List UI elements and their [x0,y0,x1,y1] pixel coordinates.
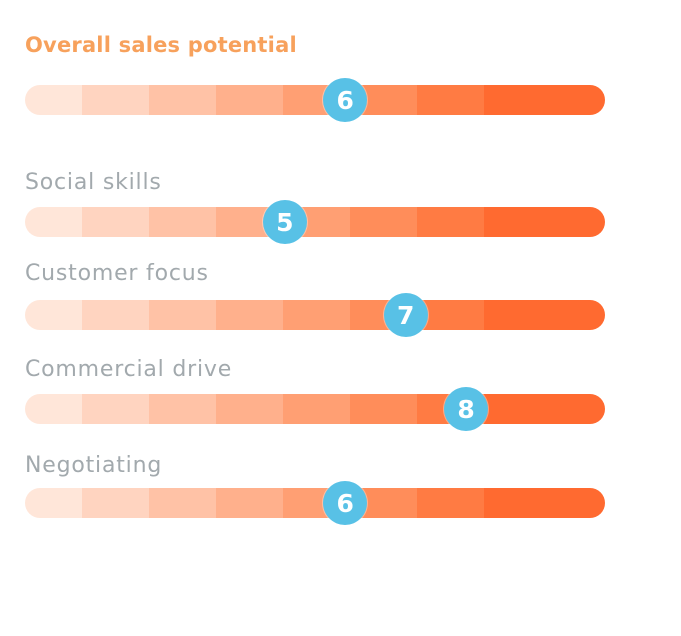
scale-segment [216,85,283,115]
scale-label: Customer focus [25,261,209,286]
scale-segment [149,488,216,518]
scale-segment [216,488,283,518]
scale-segment [149,85,216,115]
score-marker: 6 [323,78,368,122]
scale-segment [25,207,82,237]
scale-segment [484,394,605,424]
scale-segment [484,300,605,330]
scale-segment [82,394,149,424]
scale-segment [417,488,484,518]
scale-segment [82,207,149,237]
scale-bar [25,300,605,330]
scale-segment [82,85,149,115]
scale-segment [484,488,605,518]
scale-segment [25,394,82,424]
scale-segment [82,488,149,518]
scale-label: Negotiating [25,453,163,478]
score-marker: 8 [444,387,489,431]
scale-segment [417,85,484,115]
scale-label: Social skills [25,170,162,195]
scale-bar [25,488,605,518]
scale-segment [25,85,82,115]
scale-segment [149,394,216,424]
scale-segment [82,300,149,330]
scale-segment [417,207,484,237]
scale-bar [25,394,605,424]
scale-segment [25,300,82,330]
scale-segment [216,300,283,330]
chart-title: Overall sales potential [25,33,297,57]
scale-segment [283,300,350,330]
scale-segment [350,207,417,237]
scale-bar [25,207,605,237]
scale-segment [149,207,216,237]
scale-segment [216,394,283,424]
scale-bar [25,85,605,115]
scale-segment [484,85,605,115]
scale-segment [350,394,417,424]
scale-label: Commercial drive [25,357,233,382]
scale-segment [149,300,216,330]
scale-segment [25,488,82,518]
score-marker: 7 [383,293,428,337]
scale-segment [283,394,350,424]
score-marker: 5 [262,200,307,244]
scale-segment [417,300,484,330]
score-marker: 6 [323,481,368,525]
scale-segment [484,207,605,237]
